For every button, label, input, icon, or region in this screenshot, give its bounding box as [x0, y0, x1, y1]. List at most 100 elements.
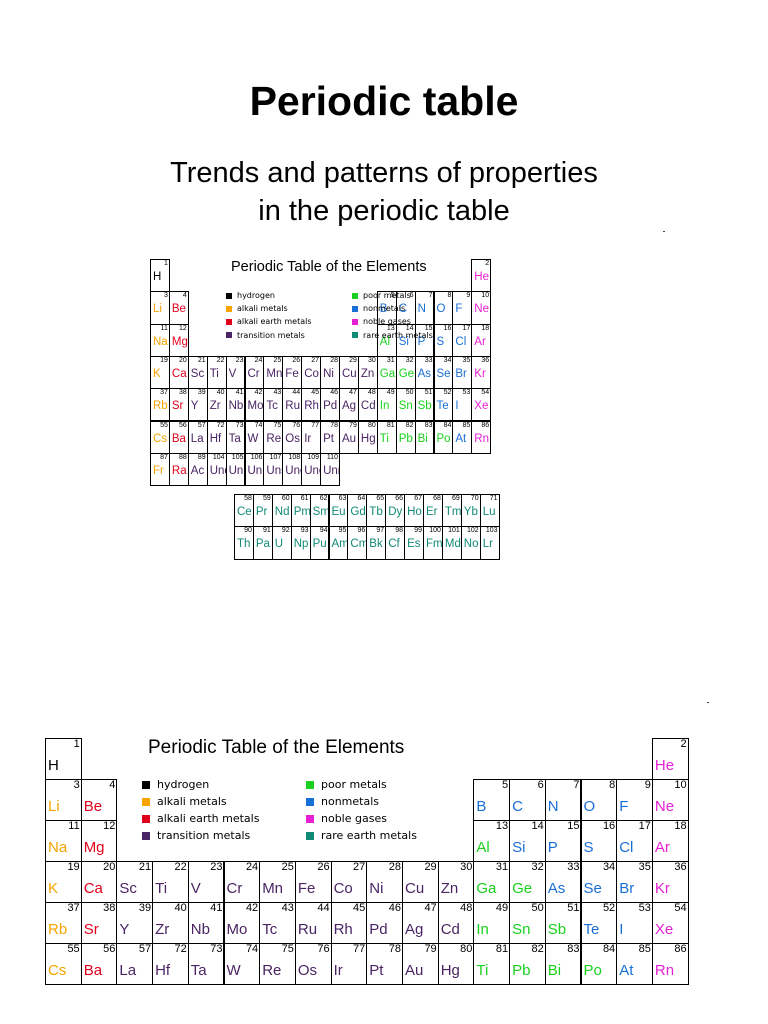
- atomic-number: 86: [481, 421, 490, 429]
- element-symbol: Am: [331, 538, 349, 551]
- atomic-number: 63: [338, 495, 347, 502]
- element-symbol: Rb: [153, 400, 168, 413]
- element-cell: 81 Ti: [376, 420, 397, 454]
- atomic-number: 86: [674, 943, 687, 955]
- element-symbol: Na: [153, 335, 168, 348]
- element-cell: 50 Sn: [395, 388, 416, 422]
- element-symbol: Au: [342, 432, 357, 445]
- element-cell: 40 Zr: [206, 388, 227, 422]
- atomic-number: 80: [460, 943, 473, 955]
- atomic-number: 47: [424, 902, 437, 914]
- atomic-number: 32: [405, 356, 414, 364]
- element-cell: 27 Co: [301, 355, 322, 390]
- element-cell: 53 I: [616, 902, 653, 944]
- element-symbol: Sc: [119, 880, 137, 897]
- element-symbol: Bi: [417, 432, 428, 445]
- element-symbol: Mo: [247, 400, 264, 413]
- element-cell: 10 Ne: [651, 779, 689, 821]
- atomic-number: 82: [405, 421, 414, 429]
- atomic-number: 12: [103, 820, 116, 832]
- atomic-number: 4: [109, 779, 116, 791]
- element-symbol: Ta: [228, 432, 241, 445]
- atomic-number: 26: [292, 356, 301, 364]
- atomic-number: 22: [216, 356, 225, 364]
- atomic-number: 84: [443, 421, 452, 429]
- element-symbol: Be: [171, 303, 186, 316]
- atomic-number: 40: [174, 902, 187, 914]
- element-symbol: Lu: [482, 506, 496, 518]
- legend-swatch: [352, 305, 358, 312]
- atomic-number: 60: [281, 495, 290, 502]
- element-symbol: Cr: [247, 367, 260, 380]
- element-cell: 24 Cr: [223, 861, 261, 903]
- element-symbol: Ca: [171, 367, 187, 380]
- atomic-number: 88: [178, 453, 187, 461]
- element-symbol: No: [463, 538, 479, 551]
- element-cell: 43 Tc: [259, 902, 296, 944]
- element-cell: 44 Ru: [294, 902, 332, 944]
- atomic-number: 27: [311, 356, 320, 364]
- element-cell: 52 Te: [580, 902, 618, 944]
- atomic-number: 28: [388, 861, 401, 873]
- element-cell: 18 Ar: [471, 323, 492, 357]
- element-symbol: La: [119, 962, 137, 979]
- element-symbol: Md: [444, 538, 461, 551]
- element-cell: 71 Lu: [479, 494, 500, 528]
- element-symbol: Unh: [247, 464, 264, 477]
- atomic-number: 57: [197, 421, 206, 429]
- atomic-number: 40: [216, 389, 225, 397]
- atomic-number: 17: [638, 820, 651, 832]
- element-cell: 66 Dy: [385, 494, 406, 528]
- element-symbol: Sn: [512, 921, 531, 938]
- atomic-number: 32: [531, 861, 544, 873]
- element-cell: 38 Sr: [80, 902, 118, 944]
- element-symbol: Rn: [474, 432, 489, 445]
- atomic-number: 19: [160, 356, 168, 364]
- atomic-number: 101: [448, 527, 460, 535]
- element-symbol: Al: [476, 839, 490, 856]
- atomic-number: 34: [602, 861, 616, 873]
- atomic-number: 36: [481, 356, 490, 364]
- atomic-number: 54: [481, 389, 490, 397]
- element-cell: 103 Lr: [479, 526, 500, 560]
- atomic-number: 94: [319, 527, 328, 535]
- atomic-number: 5: [501, 779, 509, 791]
- atomic-number: 51: [567, 902, 580, 914]
- atomic-number: 110: [326, 453, 338, 461]
- element-cell: 3 Li: [45, 779, 82, 821]
- element-cell: 60 Nd: [271, 494, 292, 528]
- element-cell: 55 Cs: [45, 943, 82, 985]
- atomic-number: 55: [160, 421, 168, 429]
- element-symbol: Br: [455, 367, 467, 380]
- element-symbol: Zr: [155, 921, 170, 938]
- element-cell: 75 Re: [259, 943, 296, 985]
- element-symbol: Ge: [398, 367, 415, 380]
- atomic-number: 23: [235, 356, 244, 364]
- element-cell: 37 Rb: [150, 388, 170, 422]
- element-cell: 73 Ta: [187, 943, 225, 985]
- atomic-number: 83: [567, 943, 580, 955]
- element-cell: 39 Y: [116, 902, 154, 944]
- element-symbol: Bi: [547, 962, 562, 979]
- element-symbol: S: [436, 335, 445, 348]
- element-symbol: Unn: [323, 464, 339, 477]
- element-symbol: Hg: [440, 962, 460, 979]
- element-symbol: Yb: [463, 506, 478, 518]
- legend-swatch: [352, 292, 358, 299]
- element-cell: 23 V: [187, 861, 225, 903]
- element-symbol: At: [619, 962, 634, 979]
- element-symbol: Pu: [312, 538, 327, 551]
- atomic-number: 77: [353, 943, 366, 955]
- element-cell: 87 Fr: [150, 452, 170, 487]
- legend-swatch: [142, 781, 150, 789]
- element-symbol: Fe: [285, 367, 299, 380]
- element-symbol: Zn: [440, 880, 459, 897]
- atomic-number: 42: [254, 389, 263, 397]
- element-symbol: Pb: [512, 962, 531, 979]
- atomic-number: 9: [644, 779, 651, 791]
- element-symbol: I: [619, 921, 624, 938]
- atomic-number: 1: [163, 260, 168, 267]
- element-cell: 47 Ag: [402, 902, 439, 944]
- element-symbol: H: [153, 271, 162, 283]
